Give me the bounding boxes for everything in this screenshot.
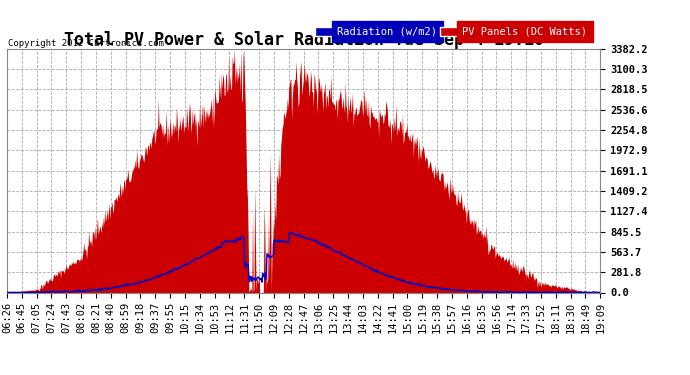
Title: Total PV Power & Solar Radiation Tue Sep 4 19:10: Total PV Power & Solar Radiation Tue Sep… [63,30,544,49]
Text: Copyright 2012 Cartronics.com: Copyright 2012 Cartronics.com [8,39,164,48]
Legend: Radiation (w/m2), PV Panels (DC Watts): Radiation (w/m2), PV Panels (DC Watts) [313,25,589,39]
